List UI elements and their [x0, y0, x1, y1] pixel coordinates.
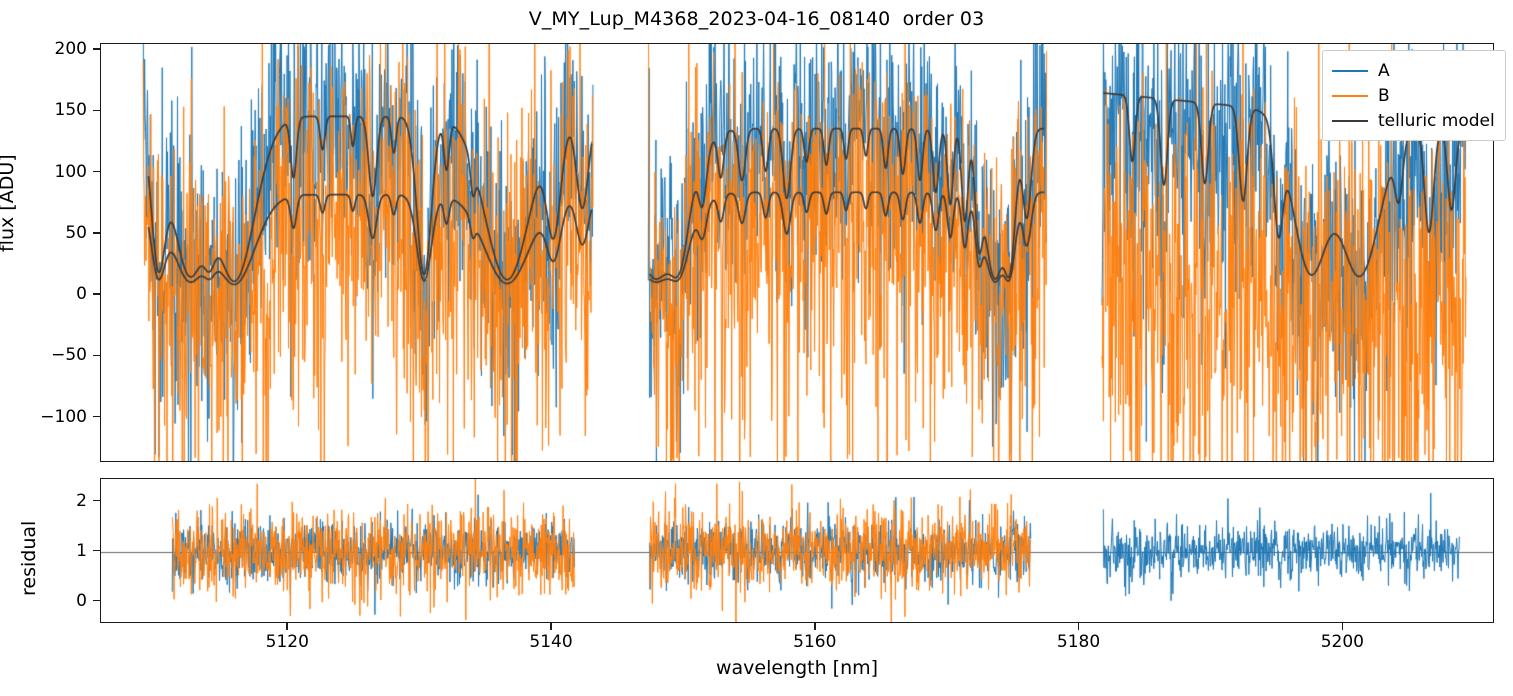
legend-label-b: B	[1378, 85, 1390, 106]
wavelength-tick-label: 5120	[265, 632, 309, 652]
wavelength-tick-label: 5160	[793, 632, 837, 652]
legend-item-a[interactable]: A	[1332, 58, 1495, 83]
residual-tick-label: 2	[76, 490, 87, 511]
flux-tickmark	[93, 170, 100, 173]
flux-tick-label: 100	[54, 161, 87, 182]
flux-axis-label: flux [ADU]	[0, 154, 18, 252]
flux-tickmark	[93, 48, 100, 50]
flux-tick-label: 150	[54, 100, 87, 121]
wavelength-tick-label: 5200	[1320, 632, 1364, 652]
residual-plot-area[interactable]	[100, 478, 1494, 623]
legend-swatch-a-icon	[1332, 69, 1368, 72]
residual-tick-label: 0	[76, 590, 87, 611]
residual-tickmark	[93, 499, 100, 502]
legend-swatch-telluric-icon	[1332, 119, 1368, 122]
flux-tick-label: 200	[54, 39, 87, 60]
wavelength-tickmark	[550, 623, 552, 630]
residual-tickmark	[93, 599, 100, 602]
legend-swatch-b-icon	[1332, 94, 1368, 97]
page-title: V_MY_Lup_M4368_2023-04-16_08140 order 03	[528, 8, 985, 30]
legend-label-telluric-model: telluric model	[1378, 110, 1495, 131]
residual-tick-label: 1	[76, 540, 87, 561]
residual-tickmark	[93, 549, 100, 552]
legend-item-b[interactable]: B	[1332, 83, 1495, 108]
wavelength-tick-label: 5180	[1056, 632, 1101, 652]
wavelength-tickmark	[286, 623, 289, 630]
flux-tickmark	[93, 415, 100, 418]
flux-tickmark	[93, 354, 100, 357]
flux-tickmark	[93, 232, 100, 234]
flux-tickmark	[93, 293, 100, 295]
residual-axis-label: residual	[18, 520, 40, 596]
legend-item-telluric-model[interactable]: telluric model	[1332, 108, 1495, 133]
wavelength-tick-label: 5140	[529, 632, 573, 652]
flux-tick-label: −100	[40, 406, 87, 427]
wavelength-axis-label: wavelength [nm]	[715, 657, 879, 679]
flux-tickmark	[93, 109, 100, 112]
flux-tick-label: −50	[51, 345, 87, 366]
wavelength-tickmark	[1341, 623, 1344, 630]
flux-tick-label: 0	[76, 284, 87, 305]
legend-label-a: A	[1378, 60, 1390, 81]
wavelength-tickmark	[814, 623, 816, 630]
flux-plot-area[interactable]	[100, 43, 1494, 462]
legend[interactable]: A B telluric model	[1322, 50, 1506, 141]
wavelength-tickmark	[1077, 623, 1080, 630]
flux-series-canvas	[101, 44, 1493, 461]
residual-series-canvas	[101, 479, 1493, 622]
flux-tick-label: 50	[65, 222, 87, 243]
